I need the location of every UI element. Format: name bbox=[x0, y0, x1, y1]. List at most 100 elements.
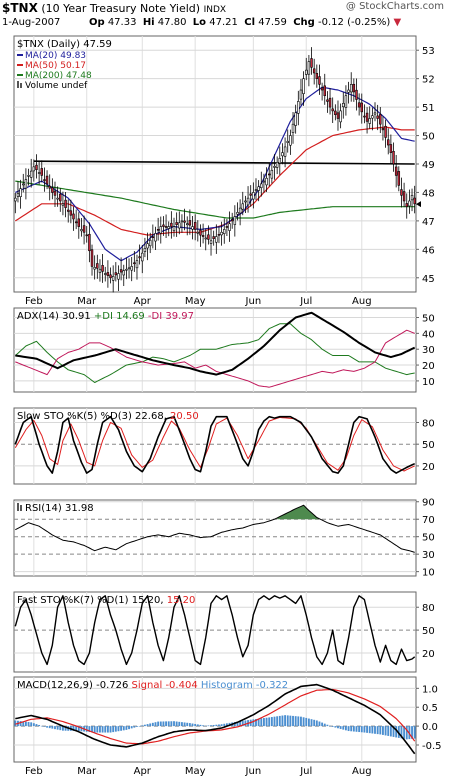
macd-histogram-bar bbox=[315, 720, 318, 727]
candle-body bbox=[294, 112, 297, 126]
candle-body bbox=[384, 125, 387, 138]
date: 1-Aug-2007 bbox=[2, 17, 61, 28]
candle-body bbox=[394, 166, 398, 176]
price-candle bbox=[310, 47, 313, 75]
price-candle bbox=[326, 91, 329, 113]
candle-body bbox=[148, 239, 152, 247]
macd-histogram-bar bbox=[403, 726, 406, 739]
macd-histogram-bar bbox=[389, 726, 392, 737]
price-candle bbox=[402, 182, 406, 208]
macd-histogram-bar bbox=[54, 726, 56, 730]
macd-histogram-bar bbox=[43, 726, 46, 727]
candle-body bbox=[363, 115, 366, 118]
macd-histogram-bar bbox=[257, 718, 260, 727]
candle-body bbox=[156, 229, 160, 231]
price-candle bbox=[392, 142, 395, 172]
candle-body bbox=[188, 220, 192, 226]
month-label: Mar bbox=[77, 296, 97, 307]
macd-histogram-bar bbox=[64, 726, 67, 731]
candle-body bbox=[96, 263, 99, 269]
candle-body bbox=[230, 219, 234, 222]
candle-body bbox=[289, 135, 292, 146]
price-candle bbox=[72, 206, 75, 231]
macd-histogram-bar bbox=[30, 722, 33, 727]
candle-body bbox=[56, 197, 59, 200]
macd-histogram-bar bbox=[114, 726, 117, 732]
cl-value: 47.59 bbox=[258, 17, 287, 28]
macd-signal-line bbox=[15, 688, 416, 745]
candle-body bbox=[180, 220, 184, 223]
price-candle bbox=[278, 146, 282, 175]
candle-body bbox=[183, 220, 186, 223]
macd-histogram-bar bbox=[368, 726, 371, 734]
macd-histogram-bar bbox=[268, 717, 271, 727]
candle-body bbox=[77, 218, 81, 227]
hi-value: 47.80 bbox=[157, 17, 187, 28]
price-candle bbox=[413, 185, 416, 214]
candle-body bbox=[61, 203, 65, 206]
price-candle bbox=[37, 161, 41, 185]
credit[interactable]: @ StockCharts.com bbox=[345, 1, 444, 12]
price-candle bbox=[114, 262, 118, 282]
macd-histogram-bar bbox=[337, 726, 339, 729]
macd-histogram-bar bbox=[339, 726, 342, 729]
macd-histogram-bar bbox=[384, 726, 387, 736]
candle-body bbox=[193, 222, 197, 230]
macd-histogram-bar bbox=[218, 724, 220, 727]
price-candle bbox=[64, 192, 67, 218]
price-candle bbox=[61, 191, 65, 216]
macd-histogram-bar bbox=[212, 724, 215, 727]
price-candle bbox=[328, 88, 332, 115]
month-label: May bbox=[185, 296, 206, 307]
candle-body bbox=[138, 256, 141, 259]
hi-label: Hi bbox=[142, 17, 155, 28]
macd-histogram-bar bbox=[297, 716, 300, 727]
price-candle bbox=[53, 181, 57, 208]
macd-histogram-bar bbox=[387, 726, 390, 736]
candle-body bbox=[141, 252, 144, 262]
macd-histogram-bar bbox=[178, 721, 181, 727]
price-candle bbox=[51, 178, 54, 200]
ytick-label: 80 bbox=[422, 418, 435, 429]
price-candle bbox=[286, 129, 289, 153]
price-candle bbox=[257, 180, 260, 202]
price-candle bbox=[32, 159, 36, 182]
candle-body bbox=[305, 69, 308, 75]
macd-histogram-bar bbox=[302, 717, 305, 727]
candle-body bbox=[106, 272, 110, 276]
macd-histogram-bar bbox=[265, 717, 268, 727]
candle-body bbox=[387, 139, 390, 146]
candle-body bbox=[278, 158, 282, 164]
op-label: Op bbox=[88, 17, 105, 28]
candle-body bbox=[270, 169, 274, 179]
price-candle bbox=[127, 258, 131, 279]
candle-body bbox=[122, 270, 125, 276]
macd-histogram-bar bbox=[408, 726, 411, 740]
candle-body bbox=[379, 114, 382, 125]
price-candle bbox=[170, 211, 173, 239]
price-candle bbox=[294, 104, 297, 134]
macd-histogram-bar bbox=[278, 715, 281, 727]
month-label: Jun bbox=[245, 296, 262, 307]
macd-histogram-bar bbox=[72, 726, 75, 731]
macd-histogram-bar bbox=[225, 723, 228, 727]
macd-histogram-bar bbox=[35, 724, 38, 727]
candle-body bbox=[267, 173, 271, 176]
macd-histogram-bar bbox=[323, 723, 326, 727]
macd-histogram-bar bbox=[382, 726, 384, 735]
macd-histogram-bar bbox=[342, 726, 345, 730]
price-candle bbox=[236, 202, 239, 221]
price-candle bbox=[201, 223, 205, 244]
candle-body bbox=[392, 150, 395, 165]
price-candle bbox=[267, 163, 271, 187]
ytick-label: -0.5 bbox=[422, 741, 442, 752]
title-line: $TNX (10 Year Treasury Note Yield) INDX bbox=[2, 1, 226, 15]
candle-body bbox=[334, 110, 337, 115]
ytick-label: 80 bbox=[422, 603, 435, 614]
price-candle bbox=[135, 254, 139, 280]
macd-histogram-bar bbox=[326, 724, 329, 727]
price-candle bbox=[265, 167, 268, 193]
macd-histogram-bar bbox=[186, 722, 189, 727]
